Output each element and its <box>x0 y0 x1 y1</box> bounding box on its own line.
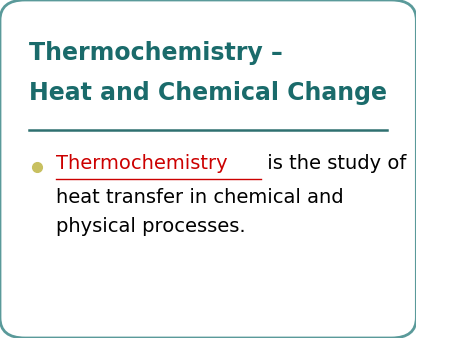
Text: Thermochemistry: Thermochemistry <box>56 154 228 173</box>
Text: physical processes.: physical processes. <box>56 217 246 236</box>
Text: heat transfer in chemical and: heat transfer in chemical and <box>56 188 344 207</box>
Text: is the study of: is the study of <box>261 154 406 173</box>
Text: Heat and Chemical Change: Heat and Chemical Change <box>29 81 387 105</box>
Text: Thermochemistry –: Thermochemistry – <box>29 41 283 65</box>
FancyBboxPatch shape <box>0 0 416 338</box>
